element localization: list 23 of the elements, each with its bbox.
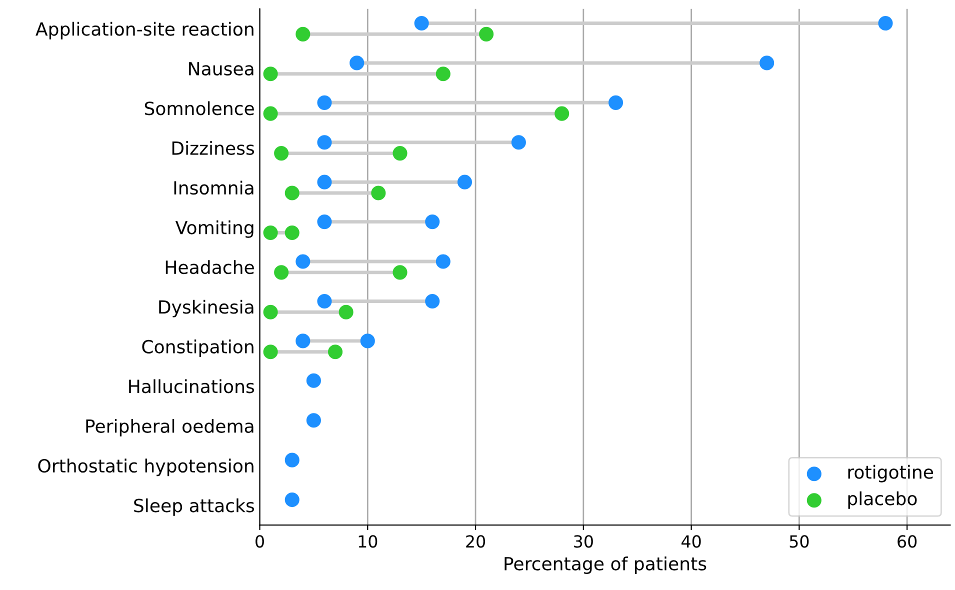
y-tick-label: Peripheral oedema — [86, 418, 254, 436]
x-axis-title: Percentage of patients — [504, 556, 706, 574]
legend-label: placebo — [848, 491, 917, 509]
legend-label: rotigotine — [848, 464, 934, 482]
y-tick-label: Sleep attacks — [134, 498, 254, 516]
x-tick-label: 30 — [574, 535, 593, 548]
y-tick-label: Hallucinations — [129, 379, 254, 394]
x-tick-label: 40 — [682, 535, 701, 548]
y-tick-label: Vomiting — [175, 220, 254, 238]
x-tick-label: 50 — [790, 535, 809, 548]
y-tick-label: Orthostatic hypotension — [38, 458, 254, 476]
y-tick-label: Constipation — [142, 340, 254, 358]
y-tick-label: Dizziness — [172, 140, 254, 155]
y-tick-label: Somnolence — [144, 101, 254, 116]
x-tick-label: 60 — [898, 535, 917, 548]
y-tick-label: Dyskinesia — [159, 300, 254, 318]
y-tick-label: Application-site reaction — [36, 22, 254, 40]
x-tick-label: 10 — [358, 535, 378, 548]
y-tick-label: Nausea — [189, 62, 254, 76]
y-tick-label: Insomnia — [174, 180, 254, 195]
x-tick-label: 20 — [466, 535, 486, 548]
x-tick-label: 0 — [256, 535, 264, 548]
y-tick-label: Headache — [166, 260, 254, 274]
